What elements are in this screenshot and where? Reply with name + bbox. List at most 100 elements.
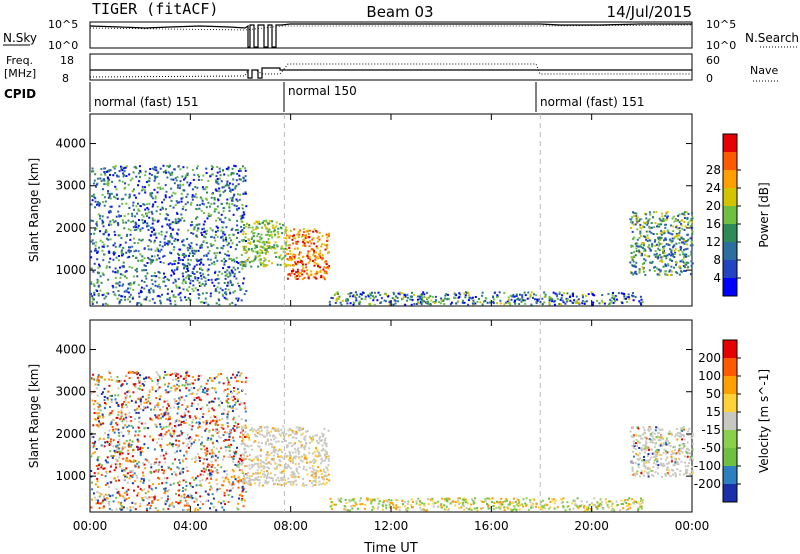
scatter-cell	[159, 425, 162, 428]
scatter-cell	[262, 221, 264, 224]
scatter-cell	[118, 434, 121, 437]
scatter-cell	[94, 400, 97, 403]
scatter-cell	[292, 483, 295, 486]
scatter-cell	[156, 175, 159, 178]
scatter-cell	[97, 250, 99, 253]
scatter-cell	[161, 206, 164, 209]
scatter-cell	[179, 258, 182, 261]
scatter-cell	[470, 297, 473, 300]
scatter-cell	[230, 456, 233, 458]
scatter-cell	[128, 370, 131, 373]
scatter-cell	[690, 250, 693, 253]
scatter-cell	[191, 188, 194, 191]
scatter-cell	[143, 405, 146, 408]
scatter-cell	[313, 477, 316, 480]
scatter-cell	[108, 178, 111, 181]
scatter-cell	[104, 403, 107, 406]
scatter-cell	[294, 276, 297, 279]
scatter-cell	[182, 278, 185, 281]
scatter-cell	[152, 233, 155, 236]
scatter-cell	[192, 279, 195, 282]
scatter-cell	[94, 173, 97, 176]
scatter-cell	[172, 385, 175, 388]
scatter-cell	[633, 255, 636, 258]
scatter-cell	[231, 259, 234, 262]
scatter-cell	[292, 268, 295, 271]
scatter-cell	[179, 180, 182, 183]
scatter-cell	[645, 230, 648, 233]
scatter-cell	[195, 417, 197, 420]
scatter-cell	[168, 424, 171, 426]
scatter-cell	[690, 260, 693, 263]
scatter-cell	[218, 177, 221, 180]
scatter-cell	[217, 373, 220, 376]
scatter-cell	[284, 242, 287, 245]
scatter-cell	[182, 263, 185, 266]
scatter-cell	[129, 179, 132, 182]
scatter-cell	[245, 481, 248, 484]
scatter-cell	[193, 173, 196, 176]
scatter-cell	[121, 180, 124, 183]
scatter-cell	[226, 269, 229, 272]
scatter-cell	[164, 184, 167, 187]
scatter-cell	[97, 438, 100, 441]
scatter-cell	[185, 496, 188, 499]
scatter-cell	[123, 442, 126, 445]
scatter-cell	[323, 441, 326, 444]
scatter-cell	[234, 421, 237, 424]
scatter-cell	[481, 303, 484, 306]
scatter-cell	[327, 459, 330, 462]
scatter-cell	[200, 284, 202, 287]
scatter-cell	[114, 394, 117, 397]
scatter-cell	[255, 471, 257, 474]
scatter-cell	[111, 494, 114, 497]
scatter-cell	[124, 398, 127, 401]
scatter-cell	[104, 173, 107, 176]
scatter-cell	[130, 419, 133, 422]
scatter-cell	[689, 244, 692, 247]
scatter-cell	[180, 433, 183, 436]
scatter-cell	[327, 473, 330, 476]
scatter-cell	[296, 247, 299, 250]
scatter-cell	[134, 269, 137, 272]
scatter-cell	[102, 437, 105, 440]
scatter-cell	[96, 501, 99, 504]
scatter-cell	[199, 260, 202, 262]
scatter-cell	[231, 203, 234, 206]
scatter-cell	[388, 301, 391, 304]
scatter-cell	[266, 429, 269, 432]
scatter-cell	[213, 202, 216, 205]
scatter-cell	[459, 293, 462, 296]
scatter-cell	[109, 238, 112, 241]
scatter-cell	[671, 253, 674, 256]
scatter-cell	[132, 255, 135, 257]
scatter-cell	[232, 483, 235, 486]
scatter-cell	[121, 449, 124, 452]
scatter-cell	[653, 269, 656, 272]
scatter-cell	[124, 446, 127, 449]
scatter-cell	[262, 461, 265, 464]
scatter-cell	[236, 398, 239, 401]
scatter-cell	[265, 434, 268, 437]
scatter-cell	[105, 170, 108, 173]
scatter-cell	[180, 495, 183, 498]
scatter-cell	[136, 373, 139, 376]
scatter-cell	[297, 426, 300, 429]
scatter-cell	[620, 292, 623, 295]
scatter-cell	[226, 298, 229, 301]
scatter-cell	[229, 291, 232, 294]
scatter-cell	[110, 394, 113, 397]
scatter-cell	[651, 245, 654, 248]
scatter-cell	[97, 280, 100, 283]
scatter-cell	[320, 472, 323, 475]
scatter-cell	[101, 241, 104, 244]
scatter-cell	[167, 279, 170, 282]
scatter-cell	[467, 294, 470, 297]
scatter-cell	[246, 250, 249, 253]
scatter-cell	[225, 226, 228, 229]
scatter-cell	[232, 481, 235, 484]
scatter-cell	[322, 468, 325, 471]
scatter-cell	[248, 226, 251, 229]
scatter-cell	[101, 188, 104, 191]
scatter-cell	[156, 383, 159, 386]
